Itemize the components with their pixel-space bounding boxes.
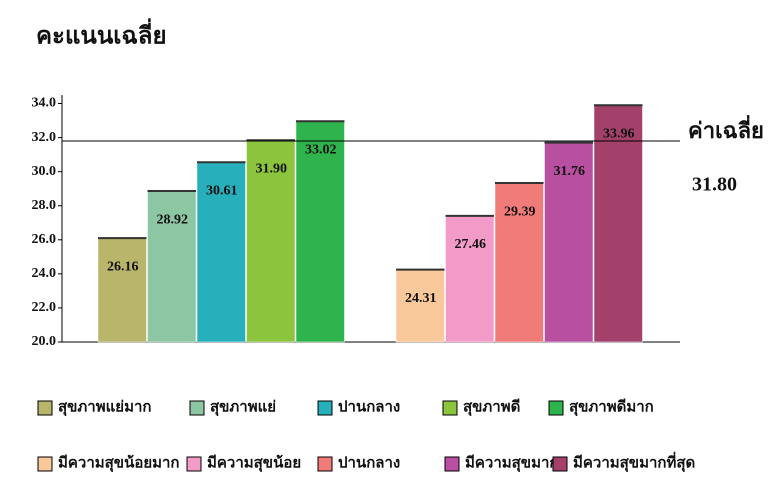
legend-label: มีความสุขมากที่สุด — [573, 451, 695, 472]
legend-swatch — [442, 400, 458, 416]
bar — [196, 161, 246, 343]
bar — [97, 236, 147, 343]
bar — [395, 268, 445, 343]
legend-label: สุขภาพดีมาก — [569, 398, 654, 416]
reference-value: 31.80 — [692, 174, 737, 196]
chart-title: คะแนนเฉลี่ย — [36, 18, 167, 50]
legend-label: ปานกลาง — [338, 455, 400, 471]
legend-label: มีความสุขน้อย — [207, 454, 301, 472]
legend-swatch — [552, 456, 568, 472]
data-label: 30.61 — [206, 183, 238, 198]
y-tick-label: 34.0 — [32, 96, 57, 111]
legend-swatch — [37, 400, 53, 416]
bar — [494, 181, 544, 343]
data-label: 26.16 — [107, 259, 139, 274]
legend-label: มีความสุขน้อยมาก — [58, 454, 180, 472]
data-label: 24.31 — [405, 291, 437, 306]
y-tick-label: 20.0 — [32, 334, 57, 349]
legend-swatch — [444, 456, 460, 472]
y-tick-label: 32.0 — [32, 130, 57, 145]
bar — [445, 214, 495, 343]
y-tick-label: 22.0 — [32, 300, 57, 315]
data-label: 28.92 — [157, 212, 189, 227]
y-tick-label: 30.0 — [32, 164, 57, 179]
bar — [295, 119, 345, 343]
legend-label: สุขภาพดี — [463, 398, 520, 416]
bar — [147, 189, 197, 343]
data-label: 33.96 — [603, 126, 635, 141]
legend-label: สุขภาพแย่ — [210, 398, 276, 416]
y-tick-label: 28.0 — [32, 198, 57, 213]
reference-label: ค่าเฉลี่ย — [688, 114, 764, 143]
data-label: 31.90 — [256, 162, 288, 177]
bar — [246, 139, 296, 343]
data-label: 33.02 — [305, 142, 337, 157]
legend-swatch — [317, 456, 333, 472]
legend-swatch — [37, 456, 53, 472]
y-tick-label: 24.0 — [32, 266, 57, 281]
bar — [593, 103, 643, 343]
legend-label: มีความสุขมาก — [465, 454, 558, 472]
data-label: 31.76 — [554, 164, 586, 179]
legend-label: สุขภาพแย่มาก — [58, 398, 151, 416]
legend-swatch — [186, 456, 202, 472]
y-tick-label: 26.0 — [32, 232, 57, 247]
legend-label: ปานกลาง — [338, 399, 400, 415]
data-label: 29.39 — [504, 204, 536, 219]
legend-swatch — [548, 400, 564, 416]
legend-swatch — [189, 400, 205, 416]
data-label: 27.46 — [455, 237, 487, 252]
legend-swatch — [317, 400, 333, 416]
bar — [544, 141, 594, 343]
